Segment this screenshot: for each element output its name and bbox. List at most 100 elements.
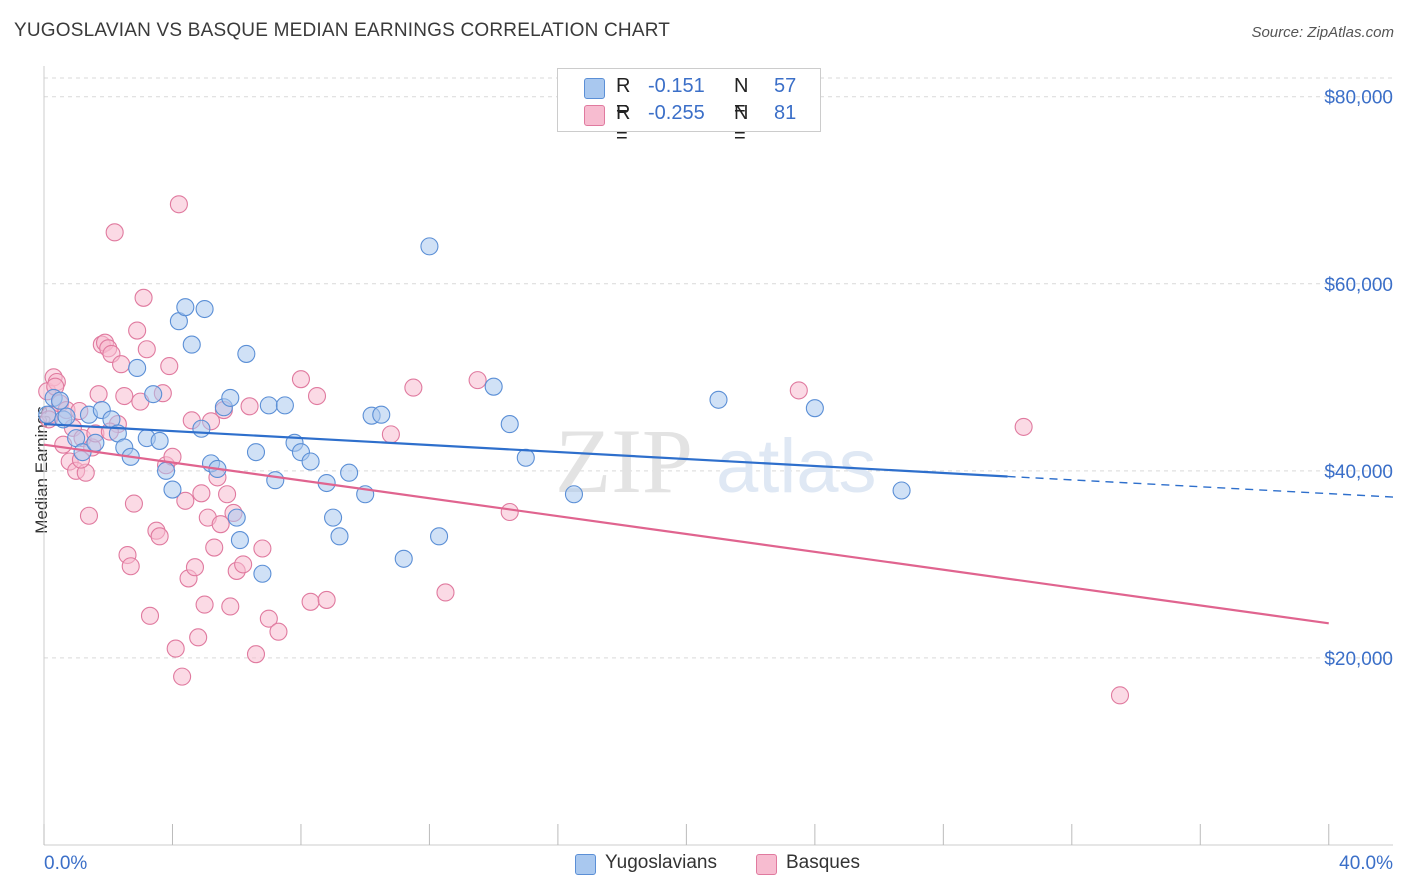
data-point [324, 508, 343, 527]
data-point [484, 377, 503, 396]
data-point [240, 397, 259, 416]
data-point [166, 639, 185, 658]
data-point [259, 609, 278, 628]
chart-title: YUGOSLAVIAN VS BASQUE MEDIAN EARNINGS CO… [14, 20, 671, 41]
data-point [892, 481, 911, 500]
data-point [163, 480, 182, 499]
y-tick-label: $60,000 [1324, 275, 1393, 296]
data-point [128, 358, 147, 378]
data-point [340, 463, 359, 482]
data-point [176, 298, 195, 317]
data-point [227, 508, 246, 527]
data-point [192, 484, 211, 503]
data-point [301, 592, 320, 611]
data-point [105, 223, 124, 242]
x-axis-min-label: 0.0% [44, 853, 87, 874]
y-tick-label: $20,000 [1324, 649, 1393, 670]
data-point [182, 335, 201, 354]
data-point [140, 606, 160, 625]
data-point [404, 378, 423, 397]
data-point [275, 396, 294, 415]
data-point [516, 448, 535, 467]
data-point [195, 299, 214, 319]
data-point [468, 371, 487, 390]
data-point [192, 419, 211, 438]
data-point [112, 355, 131, 374]
data-point [86, 433, 105, 452]
data-point [173, 667, 192, 686]
data-point [564, 485, 584, 504]
data-point [218, 485, 237, 504]
basque-trend-line [43, 443, 1329, 625]
data-point [330, 527, 349, 546]
data-point [269, 622, 288, 641]
r-value: -0.151 [648, 75, 705, 97]
data-point [51, 391, 70, 410]
trend-lines [43, 422, 1394, 625]
yugo-series [38, 237, 911, 583]
axes [43, 66, 1393, 846]
data-point [381, 425, 400, 444]
n-value: 57 [774, 75, 797, 97]
data-point [1014, 417, 1033, 436]
data-point [195, 595, 214, 614]
data-point [430, 527, 449, 546]
data-point [176, 491, 195, 510]
data-point [150, 527, 169, 546]
r-label: R = [616, 102, 631, 147]
svg-text:atlas: atlas [716, 424, 877, 509]
data-point [124, 494, 143, 513]
data-point [169, 195, 188, 214]
data-point [89, 385, 108, 404]
data-point [79, 506, 99, 525]
yugo-trend-line [43, 422, 1008, 478]
n-label: N = [734, 75, 749, 120]
data-point [500, 415, 519, 434]
zipatlas-watermark: ZIP atlas [555, 410, 877, 512]
data-point [307, 386, 327, 406]
yugo-swatch-icon [584, 78, 605, 99]
data-point [234, 555, 253, 574]
data-point [221, 388, 240, 407]
y-tick-label: $80,000 [1324, 88, 1393, 109]
basque-swatch-icon [584, 105, 605, 126]
n-label: N = [734, 102, 749, 147]
data-point [144, 385, 163, 404]
data-point [137, 340, 156, 359]
data-point [301, 452, 320, 471]
data-point [185, 558, 205, 577]
data-point [57, 407, 76, 426]
data-point [230, 531, 249, 550]
legend-label: Basques [786, 852, 860, 873]
yugo-legend-icon [575, 854, 596, 875]
data-point [709, 390, 728, 409]
data-point [160, 357, 179, 376]
data-point [221, 597, 240, 616]
legend-label: Yugoslavians [605, 852, 717, 873]
x-axis-max-label: 40.0% [1339, 853, 1393, 874]
r-label: R = [616, 75, 631, 120]
data-point [1110, 686, 1130, 705]
data-point [115, 386, 134, 406]
data-point [157, 461, 176, 480]
data-point [259, 396, 278, 415]
data-point [128, 321, 147, 340]
n-value: 81 [774, 102, 797, 124]
data-point [789, 381, 808, 400]
correlation-legend: R = -0.151 N = 57 R = -0.255 N = 81 [557, 68, 821, 147]
data-point [38, 405, 57, 424]
data-point [500, 502, 519, 522]
data-point [121, 557, 140, 576]
data-point [189, 628, 208, 647]
basque-legend-icon [756, 854, 777, 875]
data-point [150, 431, 169, 450]
data-point [246, 443, 266, 462]
data-point [205, 538, 224, 557]
data-point [317, 590, 336, 609]
source-credit: Source: ZipAtlas.com [1251, 24, 1394, 41]
data-point [246, 645, 266, 664]
data-point [266, 471, 285, 490]
data-point [805, 399, 824, 418]
data-point [420, 237, 439, 256]
